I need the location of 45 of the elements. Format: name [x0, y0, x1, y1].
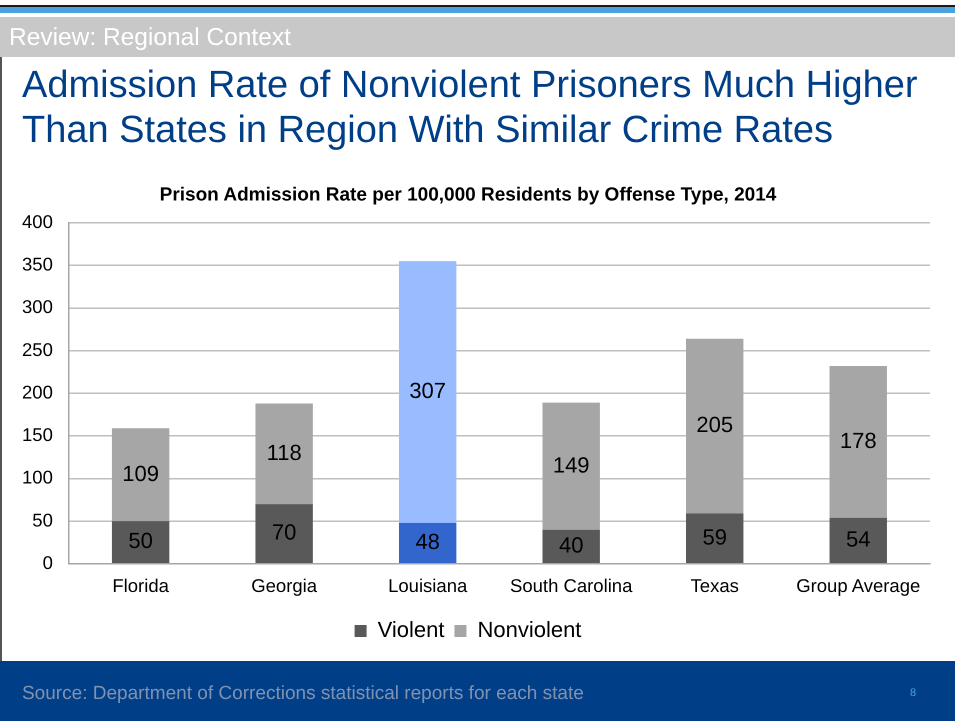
y-tick-label: 0 — [42, 552, 53, 573]
data-label: 205 — [696, 412, 734, 438]
y-tick-label: 200 — [22, 381, 53, 402]
data-label: 50 — [128, 528, 153, 554]
text: 8 — [910, 687, 916, 700]
chart-subtitle: Prison Admission Rate per 100,000 Residents by Offense Type, 2014 — [160, 184, 777, 206]
bar — [686, 514, 744, 564]
x-tick-label: South Carolina — [510, 574, 634, 596]
legend-label: Violent — [378, 617, 444, 642]
legend-label: Nonviolent — [477, 617, 582, 642]
y-tick-label: 250 — [22, 338, 53, 360]
bar — [255, 504, 313, 564]
y-tick-label: 400 — [22, 210, 53, 232]
y-tick-label: 350 — [22, 254, 53, 275]
bar — [542, 530, 600, 564]
x-tick-label: Group Average — [796, 574, 920, 596]
bar — [112, 428, 170, 522]
bar — [112, 521, 170, 564]
y-tick-label: 50 — [32, 509, 53, 530]
bar — [830, 366, 887, 518]
bar — [255, 404, 313, 504]
y-tick-label: 150 — [22, 424, 53, 446]
x-tick-label: Georgia — [251, 574, 318, 596]
x-tick-label: Texas — [690, 574, 739, 596]
x-tick-label: Louisiana — [388, 574, 468, 596]
data-label: 40 — [558, 532, 584, 558]
y-tick-label: 100 — [22, 466, 53, 488]
data-label: 178 — [840, 428, 877, 453]
data-label: 149 — [552, 452, 590, 478]
bar — [830, 518, 887, 564]
data-label: 59 — [702, 524, 727, 550]
data-label: 70 — [272, 520, 296, 545]
y-tick-label: 300 — [22, 296, 53, 318]
source-note: Source: Department of Corrections statistical reports for each state — [22, 683, 584, 705]
data-label: 54 — [846, 526, 870, 552]
bar — [686, 338, 744, 514]
data-label: 307 — [409, 378, 446, 404]
data-label: 118 — [266, 440, 302, 465]
bar — [398, 522, 456, 564]
chart-title: Admission Rate of Nonviolent Prisoners Much Higher Than States in Region With Similar Crime Rates — [22, 63, 919, 153]
data-label: 48 — [415, 529, 440, 554]
bar — [542, 402, 600, 530]
bar — [398, 261, 456, 523]
x-tick-label: Florida — [112, 574, 170, 596]
data-label: 109 — [122, 460, 159, 486]
